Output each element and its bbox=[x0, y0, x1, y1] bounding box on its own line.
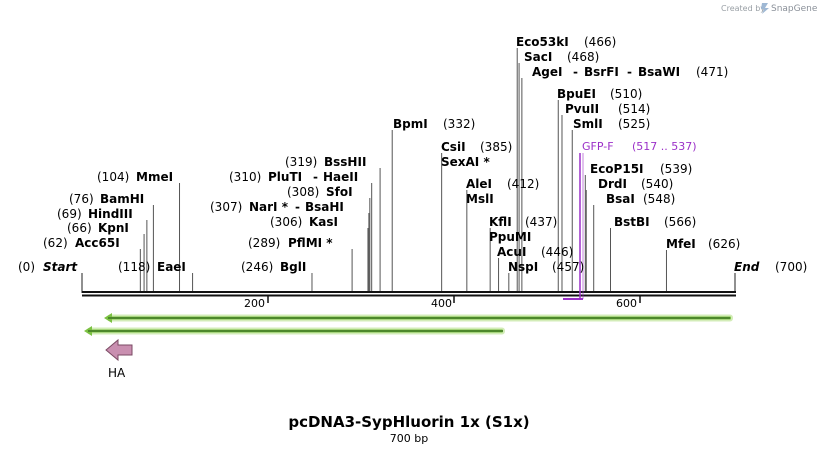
enzyme-label-kpni[interactable]: KpnI bbox=[98, 221, 129, 235]
enzyme-position: (539) bbox=[660, 162, 692, 176]
enzyme-label-saci[interactable]: SacI bbox=[524, 50, 552, 64]
enzyme-separator: - bbox=[313, 170, 318, 184]
enzyme-label-ecop15i[interactable]: EcoP15I bbox=[590, 162, 644, 176]
enzyme-separator: - bbox=[573, 65, 578, 79]
feature-ha-tag[interactable]: HA bbox=[105, 338, 133, 380]
enzyme-label-bsshii[interactable]: BssHII bbox=[324, 155, 366, 169]
enzyme-position: (540) bbox=[641, 177, 673, 191]
enzyme-position: (319) bbox=[285, 155, 317, 169]
enzyme-position: (471) bbox=[696, 65, 728, 79]
feature-gfp-orf-1[interactable] bbox=[104, 313, 733, 323]
enzyme-position: (626) bbox=[708, 237, 740, 251]
enzyme-label-bpuei[interactable]: BpuEI bbox=[557, 87, 596, 101]
backbone-bottom-strand bbox=[82, 294, 736, 297]
enzyme-label-pflmi[interactable]: PflMI * bbox=[288, 236, 333, 250]
enzyme-position: (514) bbox=[618, 102, 650, 116]
enzyme-label-acui[interactable]: AcuI bbox=[497, 245, 526, 259]
brand-text: SnapGene bbox=[771, 4, 818, 14]
enzyme-position: (118) bbox=[118, 260, 150, 274]
enzyme-position: (310) bbox=[229, 170, 261, 184]
enzyme-label-smli[interactable]: SmlI bbox=[573, 117, 603, 131]
enzyme-position: (306) bbox=[270, 215, 302, 229]
primer-range: (517 .. 537) bbox=[632, 140, 697, 153]
map-title: pcDNA3-SypHluorin 1x (S1x) bbox=[288, 413, 529, 431]
enzyme-label-drdi[interactable]: DrdI bbox=[598, 177, 627, 191]
feature-gfp-orf-2[interactable] bbox=[84, 326, 505, 336]
ruler-label: 200 bbox=[244, 297, 265, 310]
enzyme-position: (104) bbox=[97, 170, 129, 184]
enzyme-label-eaei[interactable]: EaeI bbox=[157, 260, 186, 274]
enzyme-label-acc65i[interactable]: Acc65I bbox=[75, 236, 120, 250]
enzyme-label-ppumi[interactable]: PpuMI bbox=[489, 230, 531, 244]
enzyme-label-csii[interactable]: CsiI bbox=[441, 140, 466, 154]
enzyme-label-haeii[interactable]: HaeII bbox=[323, 170, 358, 184]
snapgene-logo-icon bbox=[761, 3, 769, 14]
enzyme-position: (566) bbox=[664, 215, 696, 229]
ruler-tick-400: 400 bbox=[431, 296, 455, 310]
enzyme-label-mfei[interactable]: MfeI bbox=[666, 237, 696, 251]
enzyme-position: (289) bbox=[248, 236, 280, 250]
enzyme-position: (446) bbox=[541, 245, 573, 259]
enzyme-position: (385) bbox=[480, 140, 512, 154]
enzyme-label-alei[interactable]: AleI bbox=[466, 177, 492, 191]
enzyme-label-mmei[interactable]: MmeI bbox=[136, 170, 173, 184]
end-position: (700) bbox=[775, 260, 807, 274]
enzyme-label-eco53ki[interactable]: Eco53kI bbox=[516, 35, 569, 49]
enzyme-position: (308) bbox=[287, 185, 319, 199]
enzyme-position: (69) bbox=[57, 207, 82, 221]
enzyme-label-bsawi[interactable]: BsaWI bbox=[638, 65, 680, 79]
enzyme-label-kasi[interactable]: KasI bbox=[309, 215, 338, 229]
enzyme-position: (332) bbox=[443, 117, 475, 131]
enzyme-label-bsahi[interactable]: BsaHI bbox=[305, 200, 344, 214]
enzyme-position: (246) bbox=[241, 260, 273, 274]
enzyme-position: (437) bbox=[525, 215, 557, 229]
enzyme-position: (468) bbox=[567, 50, 599, 64]
ruler-tick-600: 600 bbox=[616, 296, 641, 310]
end-label: End bbox=[734, 260, 760, 274]
enzyme-label-bgli[interactable]: BglI bbox=[280, 260, 306, 274]
enzyme-label-hindiii[interactable]: HindIII bbox=[88, 207, 133, 221]
enzyme-label-bamhi[interactable]: BamHI bbox=[100, 192, 144, 206]
enzyme-label-kfli[interactable]: KflI bbox=[489, 215, 512, 229]
enzyme-position: (466) bbox=[584, 35, 616, 49]
enzyme-label-bsai[interactable]: BsaI bbox=[606, 192, 635, 206]
enzyme-label-pvuii[interactable]: PvuII bbox=[565, 102, 599, 116]
ruler-tick-200: 200 bbox=[244, 296, 269, 310]
enzyme-position: (548) bbox=[643, 192, 675, 206]
start-position: (0) bbox=[18, 260, 35, 274]
enzyme-position: (66) bbox=[67, 221, 92, 235]
enzyme-label-bsrfi[interactable]: BsrFI bbox=[584, 65, 619, 79]
primer-gfp-f[interactable]: GFP-F (517 .. 537) bbox=[563, 140, 697, 300]
enzyme-label-sfoi[interactable]: SfoI bbox=[326, 185, 353, 199]
enzyme-label-agei[interactable]: AgeI bbox=[532, 65, 562, 79]
enzyme-position: (412) bbox=[507, 177, 539, 191]
map-length: 700 bp bbox=[390, 432, 428, 445]
enzyme-label-sexai[interactable]: SexAI * bbox=[441, 155, 490, 169]
enzyme-separator: - bbox=[295, 200, 300, 214]
enzyme-separator: - bbox=[627, 65, 632, 79]
enzyme-position: (62) bbox=[43, 236, 68, 250]
enzyme-position: (525) bbox=[618, 117, 650, 131]
enzyme-label-nspi[interactable]: NspI bbox=[508, 260, 538, 274]
primer-name: GFP-F bbox=[582, 140, 614, 153]
enzyme-label-bstbi[interactable]: BstBI bbox=[614, 215, 650, 229]
enzyme-position: (457) bbox=[552, 260, 584, 274]
enzyme-label-nari[interactable]: NarI * bbox=[249, 200, 289, 214]
credit-text: Created by bbox=[721, 4, 765, 13]
ruler-label: 400 bbox=[431, 297, 452, 310]
backbone-top-strand bbox=[82, 291, 736, 293]
enzyme-label-pluti[interactable]: PluTI bbox=[268, 170, 302, 184]
start-label: Start bbox=[43, 260, 78, 274]
ha-label: HA bbox=[108, 366, 126, 380]
ruler-label: 600 bbox=[616, 297, 637, 310]
enzyme-leaders bbox=[139, 48, 667, 291]
enzyme-position: (307) bbox=[210, 200, 242, 214]
enzyme-label-msli[interactable]: MslI bbox=[466, 192, 494, 206]
enzyme-position: (510) bbox=[610, 87, 642, 101]
enzyme-position: (76) bbox=[69, 192, 94, 206]
enzyme-label-bpmi[interactable]: BpmI bbox=[393, 117, 428, 131]
